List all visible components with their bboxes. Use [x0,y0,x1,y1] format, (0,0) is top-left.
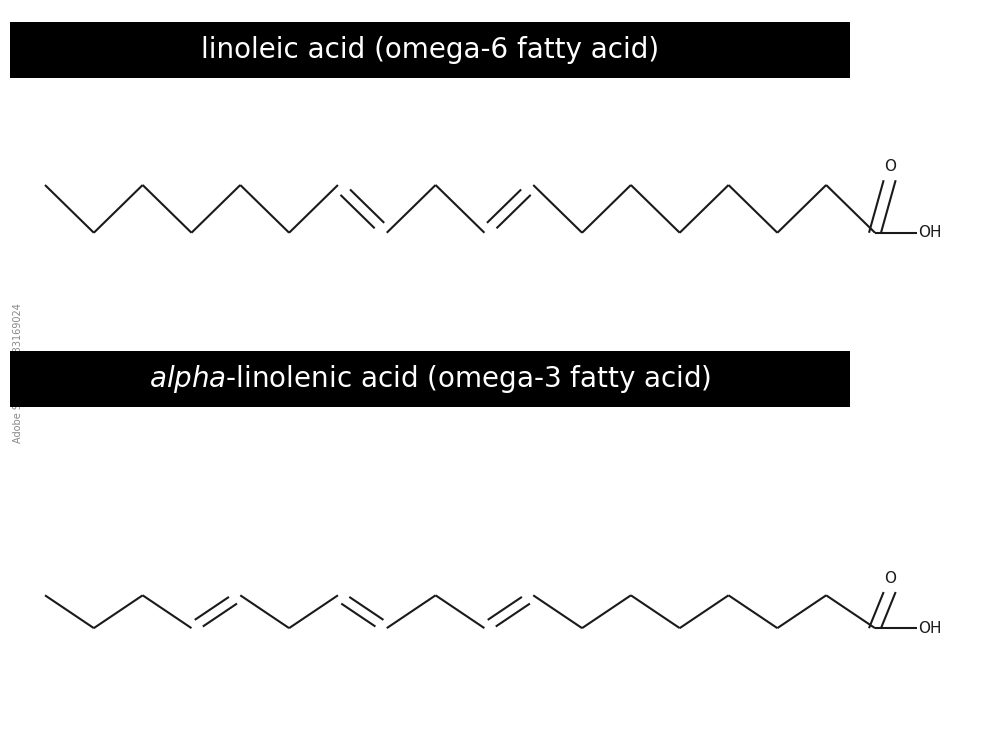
Bar [10,22,850,78]
Text: OH: OH [918,621,942,636]
Text: OH: OH [918,225,942,240]
Text: O: O [884,159,896,175]
Text: Adobe Stock  |  #133169024: Adobe Stock | #133169024 [13,303,23,443]
Bar [10,351,850,407]
Text: $\mathit{alpha}$-linolenic acid (omega-3 fatty acid): $\mathit{alpha}$-linolenic acid (omega-3… [149,363,711,395]
Text: linoleic acid (omega-6 fatty acid): linoleic acid (omega-6 fatty acid) [201,37,659,64]
Text: O: O [884,571,896,586]
